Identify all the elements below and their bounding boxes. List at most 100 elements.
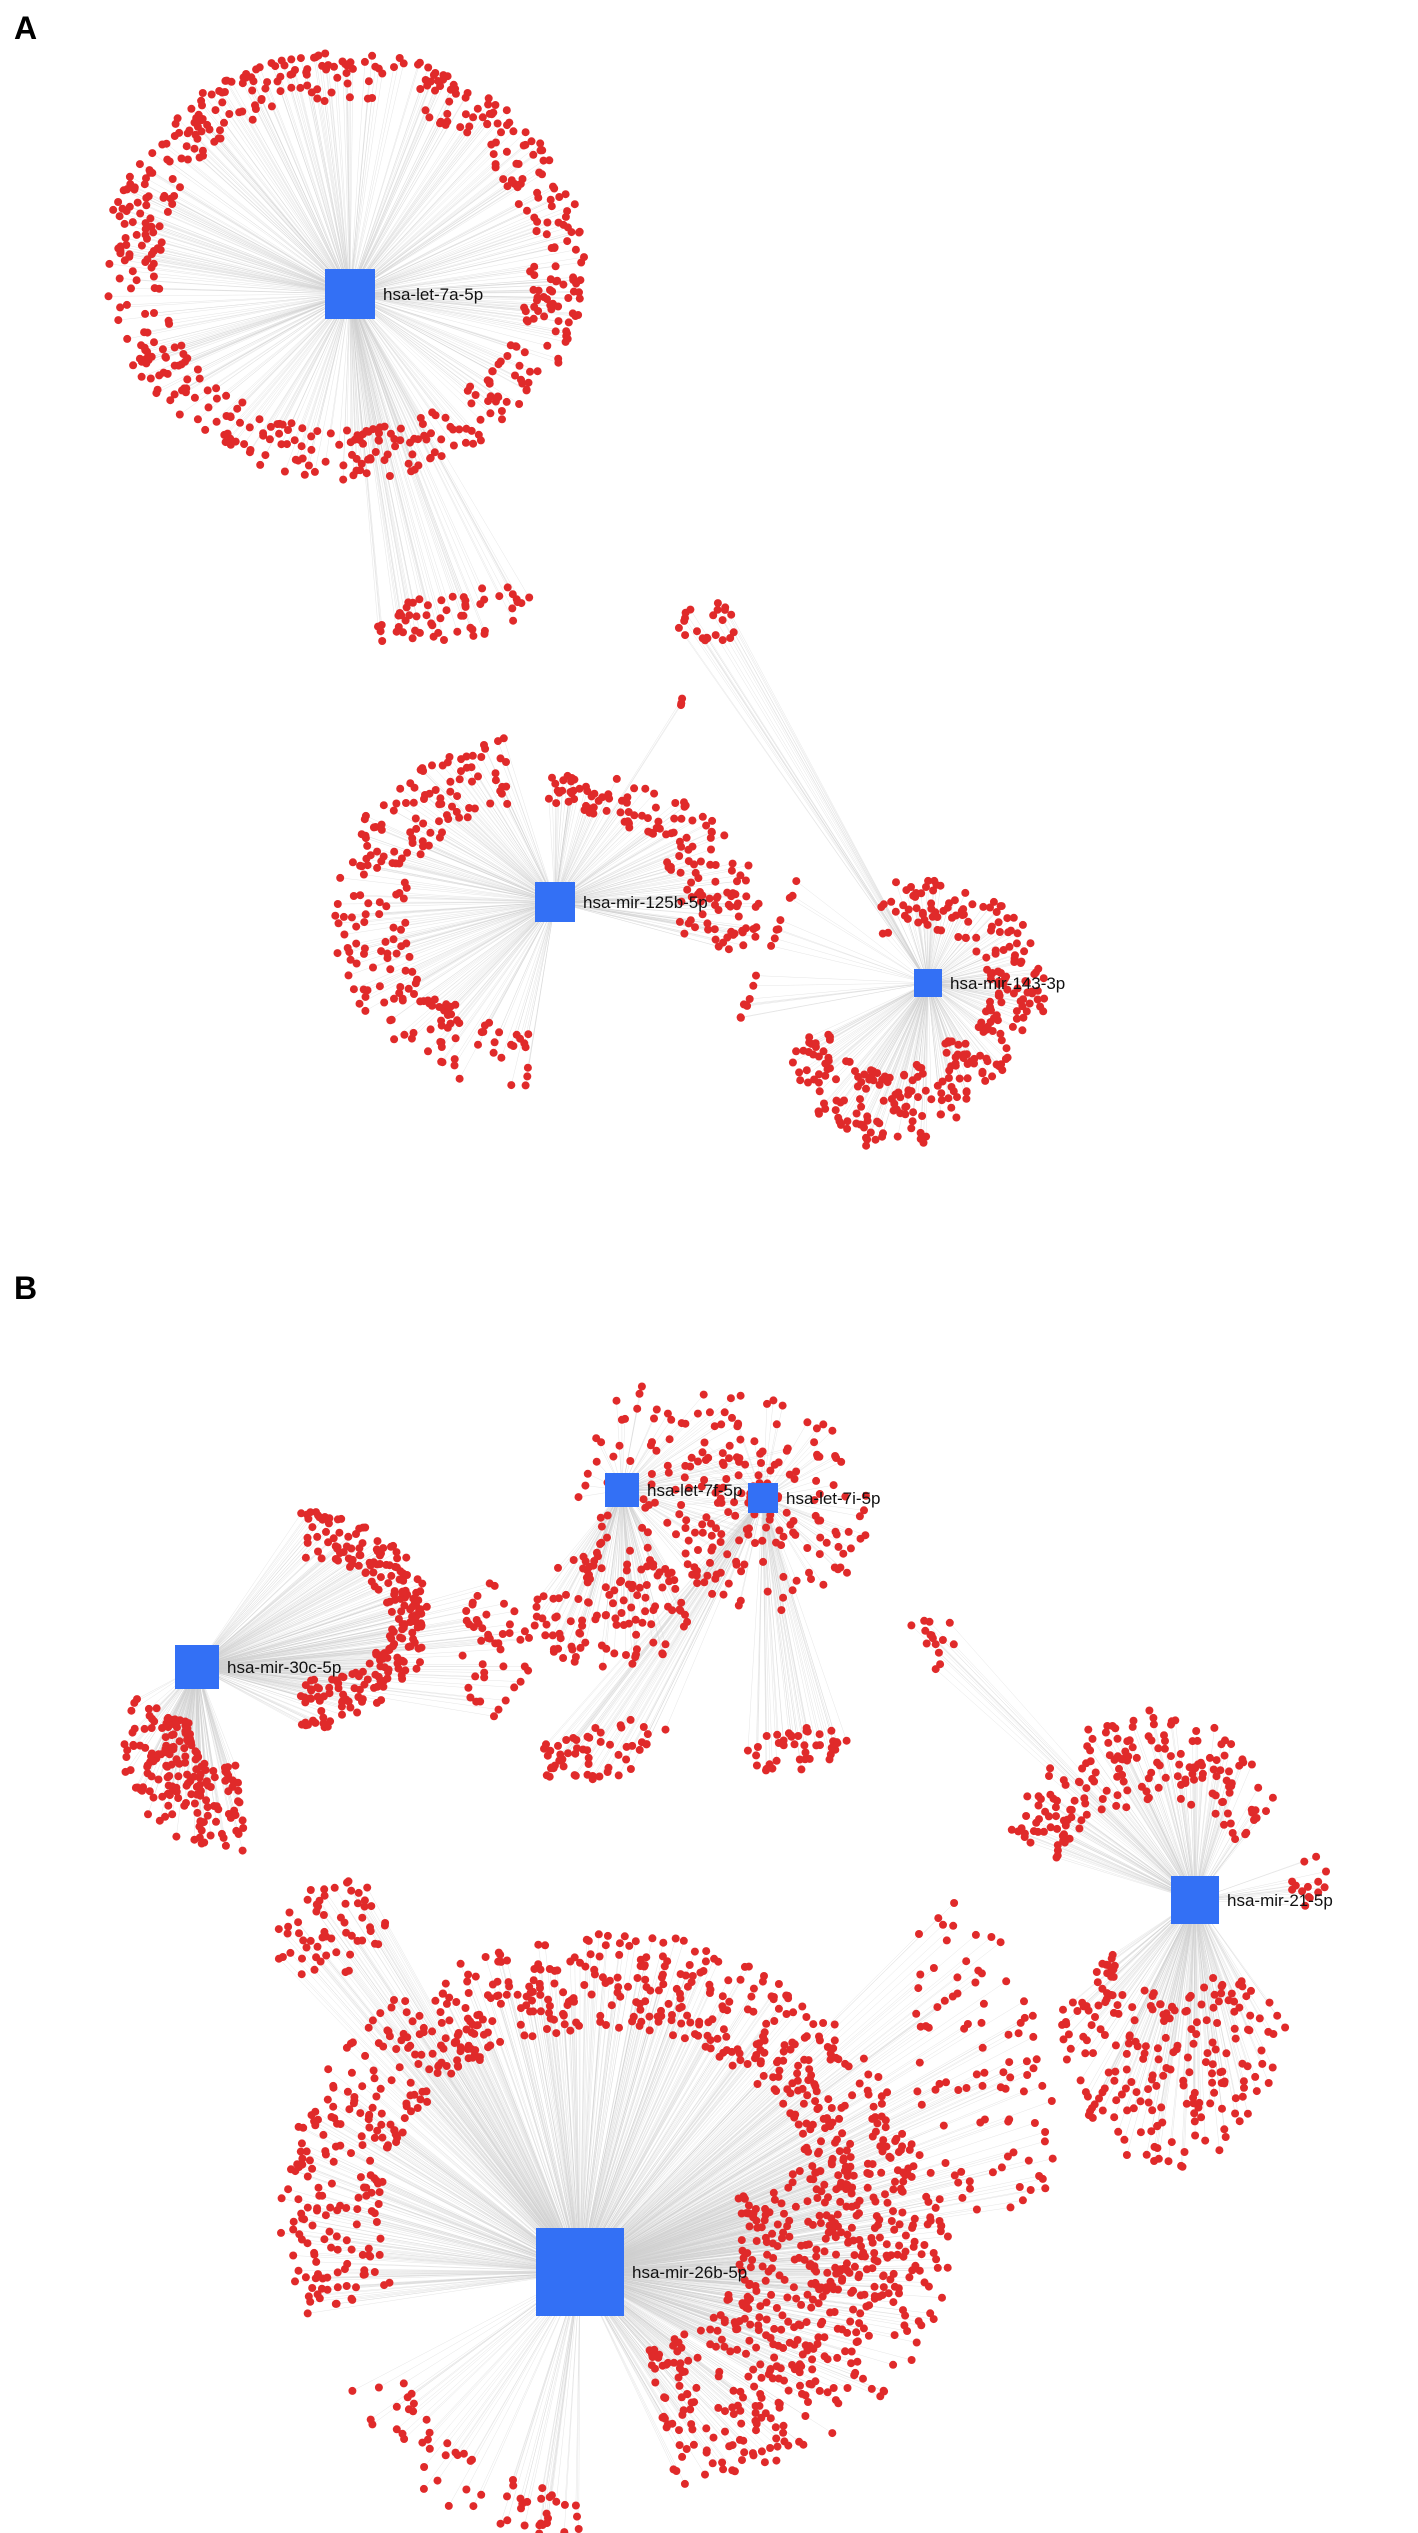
- interaction-edge: [196, 1571, 401, 1668]
- interaction-edge: [301, 1958, 581, 2273]
- target-gene-node: [429, 632, 438, 641]
- target-gene-node: [684, 919, 693, 928]
- interaction-edge: [557, 1497, 764, 1747]
- target-gene-node: [383, 949, 392, 958]
- interaction-edge: [349, 293, 548, 300]
- target-gene-node: [307, 445, 316, 454]
- interaction-edge: [762, 1497, 807, 1729]
- target-gene-node: [463, 813, 472, 822]
- target-gene-node: [551, 327, 560, 336]
- target-gene-node: [379, 801, 388, 810]
- target-gene-node: [431, 411, 440, 420]
- interaction-edge: [324, 100, 351, 295]
- target-gene-node: [385, 472, 394, 480]
- target-gene-node: [535, 168, 544, 177]
- target-gene-node: [446, 1002, 455, 1011]
- target-gene-node: [435, 833, 444, 842]
- interaction-edge: [815, 982, 929, 1044]
- target-gene-node: [128, 218, 137, 227]
- interaction-edge: [196, 1555, 381, 1668]
- interaction-edge: [554, 901, 719, 911]
- interaction-edge: [621, 1462, 762, 1491]
- target-gene-node: [255, 415, 264, 424]
- target-gene-node: [198, 146, 207, 155]
- interaction-edge: [927, 982, 939, 1086]
- target-gene-node: [211, 106, 220, 115]
- interaction-edge: [400, 901, 556, 988]
- target-gene-node: [225, 110, 234, 118]
- target-gene-node: [524, 378, 533, 387]
- target-gene-node: [121, 234, 130, 242]
- interaction-edge: [818, 982, 929, 1112]
- interaction-edge: [1132, 1726, 1196, 1901]
- interaction-edge: [524, 901, 556, 1044]
- target-gene-node: [525, 593, 534, 602]
- target-gene-node: [396, 424, 405, 433]
- target-gene-node: [158, 345, 167, 354]
- interaction-edge: [349, 293, 517, 600]
- target-gene-node: [339, 461, 348, 470]
- target-gene-node: [491, 160, 500, 169]
- target-gene-node: [333, 949, 342, 958]
- interaction-edge: [447, 901, 556, 1028]
- interaction-edge: [163, 197, 351, 295]
- interaction-edge: [401, 858, 556, 903]
- interaction-edge: [145, 222, 351, 295]
- target-gene-node: [476, 415, 485, 424]
- target-gene-node: [406, 828, 415, 837]
- interaction-edge: [854, 982, 929, 1072]
- interaction-edge: [455, 901, 556, 1039]
- target-gene-node: [340, 930, 349, 939]
- interaction-edge: [196, 1583, 490, 1668]
- interaction-edge: [927, 982, 952, 1108]
- interaction-edge: [516, 901, 556, 1035]
- target-gene-node: [520, 348, 529, 357]
- target-gene-node: [311, 53, 320, 62]
- target-gene-node: [369, 963, 377, 972]
- target-gene-node: [364, 77, 373, 86]
- target-gene-node: [727, 866, 736, 875]
- target-gene-node: [255, 63, 264, 72]
- panel-a-letter: A: [14, 10, 38, 46]
- target-gene-node: [143, 255, 152, 264]
- target-gene-node: [436, 794, 445, 803]
- interaction-edge: [576, 1497, 764, 1749]
- interaction-edge: [196, 1666, 331, 1722]
- interaction-edge: [395, 863, 556, 903]
- target-gene-node: [400, 1030, 409, 1039]
- target-gene-node: [105, 259, 114, 268]
- target-gene-node: [726, 634, 735, 642]
- interaction-edge: [196, 1624, 470, 1668]
- target-gene-node: [290, 436, 299, 445]
- target-gene-node: [503, 583, 512, 592]
- target-gene-node: [731, 890, 740, 899]
- target-gene-node: [505, 118, 514, 127]
- interaction-edge: [349, 293, 453, 597]
- target-gene-node: [133, 198, 142, 207]
- target-gene-node: [561, 190, 570, 199]
- target-gene-node: [490, 1038, 499, 1047]
- target-gene-node: [263, 78, 272, 87]
- interaction-edge: [762, 1497, 817, 1746]
- interaction-edge: [454, 901, 556, 1060]
- target-gene-node: [280, 467, 289, 476]
- interaction-edge: [349, 205, 552, 295]
- target-gene-node: [488, 367, 497, 376]
- interaction-edge: [780, 919, 929, 984]
- target-gene-node: [677, 842, 686, 851]
- target-gene-node: [236, 418, 244, 427]
- target-gene-node: [368, 51, 377, 60]
- interaction-edge: [554, 877, 699, 903]
- interaction-edge: [620, 1497, 764, 1726]
- interaction-edge: [712, 615, 929, 984]
- target-gene-node: [221, 76, 230, 85]
- target-gene-node: [651, 803, 660, 812]
- target-gene-node: [461, 438, 470, 447]
- interaction-edge: [196, 1523, 330, 1668]
- interaction-edge: [277, 81, 351, 295]
- interaction-edge: [196, 1666, 499, 1710]
- interaction-edge: [340, 877, 556, 903]
- interaction-edge: [345, 64, 351, 295]
- target-gene-node: [380, 998, 389, 1007]
- interaction-edge: [196, 1660, 400, 1668]
